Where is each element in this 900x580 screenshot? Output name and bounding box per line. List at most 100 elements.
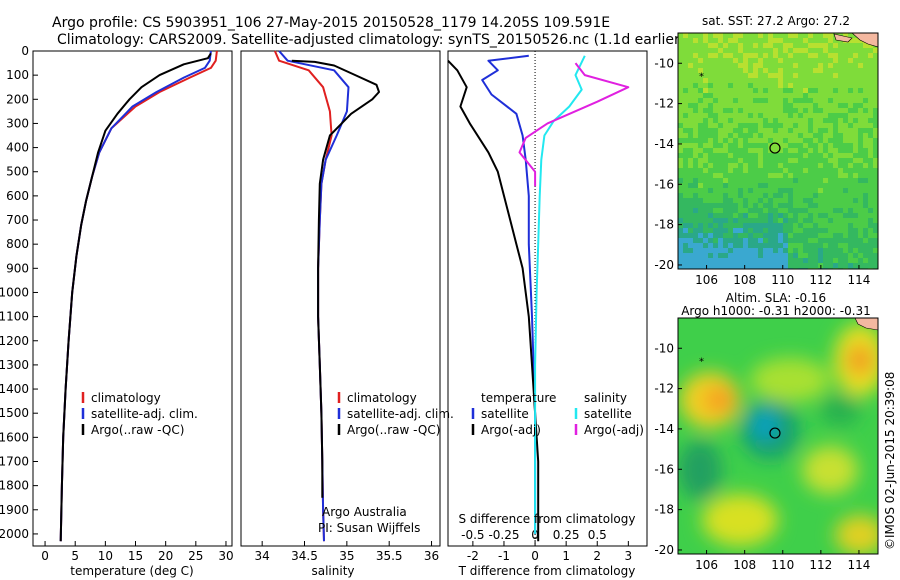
sst-cell [728,68,734,74]
sst-cell [833,138,839,144]
sst-cell [838,188,844,194]
sst-cell [858,38,864,44]
sst-cell [743,78,749,84]
sst-cell [828,98,834,104]
sst-cell [783,123,789,129]
sst-cell [833,43,839,49]
sst-cell [778,193,784,199]
sst-cell [778,48,784,54]
sst-cell [858,218,864,224]
sst-cell [853,93,859,99]
sst-cell [723,258,729,264]
sst-cell [813,163,819,169]
sst-cell [688,203,694,209]
sst-cell [773,253,779,259]
sst-cell [753,213,759,219]
sst-cell [798,78,804,84]
sst-cell [693,243,699,249]
sst-cell [703,123,709,129]
sst-cell [778,163,784,169]
sst-cell [793,68,799,74]
sst-cell [713,103,719,109]
s-difference-label: S difference from climatology [459,512,636,526]
sst-cell [868,63,874,69]
sst-cell [723,243,729,249]
sst-cell [748,53,754,59]
sst-cell [803,103,809,109]
sst-cell [683,68,689,74]
sst-cell [838,153,844,159]
sst-cell [678,93,684,99]
sst-cell [748,218,754,224]
sst-cell [843,48,849,54]
sst-cell [838,133,844,139]
sst-cell [868,98,874,104]
sst-cell [698,43,704,49]
sst-cell [723,38,729,44]
map-y-tick-label: -16 [654,177,674,191]
sst-cell [703,238,709,244]
sst-cell [758,78,764,84]
sst-cell [813,53,819,59]
sst-cell [748,188,754,194]
sst-cell [723,123,729,129]
sst-cell [848,148,854,154]
sst-cell [728,203,734,209]
sst-cell [758,238,764,244]
sst-cell [863,158,869,164]
sst-cell [763,173,769,179]
sst-cell [863,108,869,114]
sst-cell [868,73,874,79]
sst-cell [713,203,719,209]
sst-cell [753,153,759,159]
sst-cell [733,158,739,164]
sst-cell [873,223,878,229]
sst-cell [848,78,854,84]
sst-cell [763,143,769,149]
sst-cell [873,48,878,54]
sst-cell [803,83,809,89]
sst-cell [838,193,844,199]
sst-cell [763,43,769,49]
sst-cell [798,183,804,189]
sst-cell [793,173,799,179]
sst-cell [793,143,799,149]
sst-cell [793,158,799,164]
sst-cell [743,148,749,154]
sst-cell [798,113,804,119]
sst-cell [738,228,744,234]
sst-cell [748,153,754,159]
sst-cell [833,173,839,179]
sst-cell [793,53,799,59]
sst-cell [843,173,849,179]
sst-cell [713,108,719,114]
sst-cell [713,78,719,84]
sst-cell [788,38,794,44]
sst-cell [698,103,704,109]
sst-cell [853,198,859,204]
sst-cell [833,153,839,159]
sst-cell [788,233,794,239]
sst-cell [753,228,759,234]
sst-cell [758,253,764,259]
sst-cell [773,178,779,184]
sst-cell [693,188,699,194]
difference-panel: -2 -1 0 1 2 3 -0.5 -0.25 0 0.25 0.5 T difference … [447,50,648,578]
sst-cell [848,203,854,209]
sst-cell [858,213,864,219]
sst-cell [793,233,799,239]
sst-cell [678,133,684,139]
sst-cell [783,178,789,184]
sst-cell [848,103,854,109]
sst-cell [738,133,744,139]
sst-cell [678,263,684,269]
sst-cell [708,83,714,89]
map-x-tick-label: 106 [695,558,718,572]
profile-line [59,50,212,542]
sst-cell [753,248,759,254]
sst-cell [713,138,719,144]
map-x-tick-label: 112 [809,558,832,572]
sst-cell [763,218,769,224]
sst-cell [763,148,769,154]
sst-cell [688,243,694,249]
